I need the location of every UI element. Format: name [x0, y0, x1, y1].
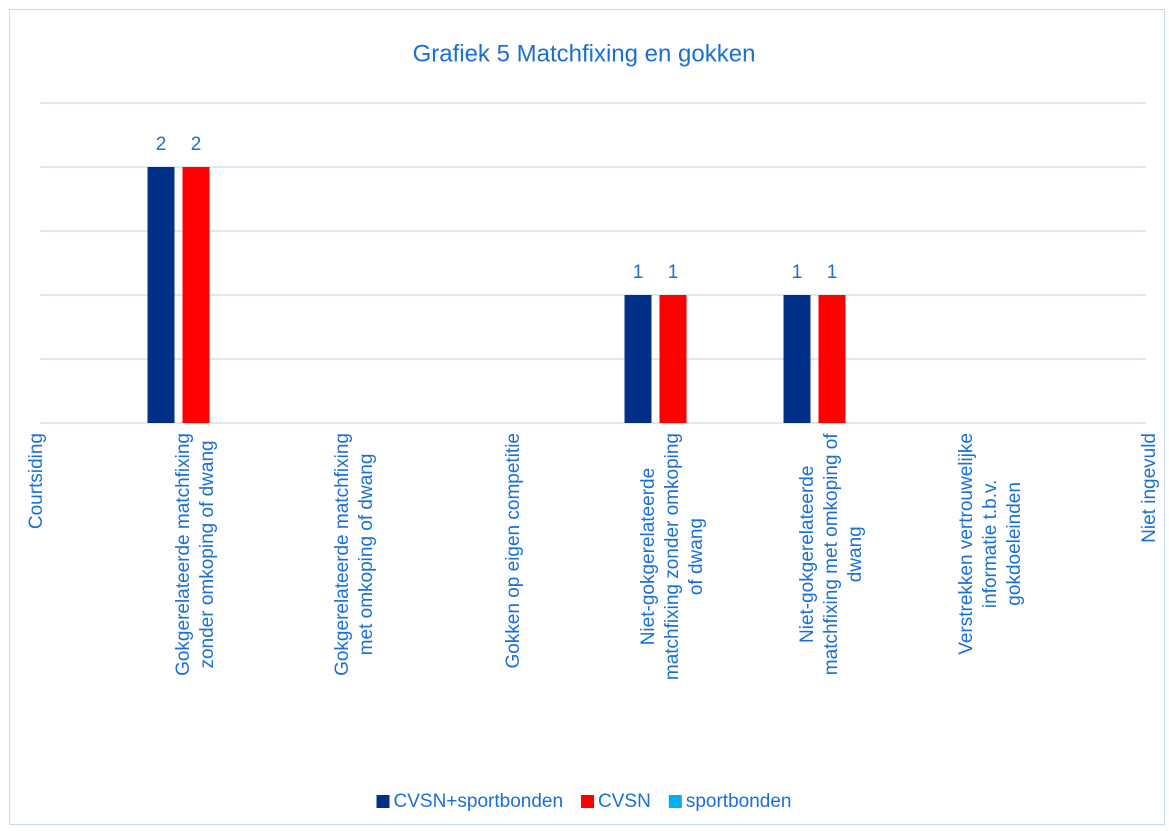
label-line: dwang	[845, 526, 866, 582]
data-label: 1	[792, 262, 803, 283]
x-tick-label: Gokgerelateerde matchfixing met omkoping …	[332, 433, 377, 676]
legend-swatch	[668, 795, 682, 808]
bar	[624, 295, 652, 423]
label-line: Niet-gokgerelateerde	[797, 466, 818, 643]
data-label: 1	[827, 262, 838, 283]
x-tick-label: Niet-gokgerelateerde matchfixing zonder o…	[638, 433, 707, 680]
chart-title: Grafiek 5 Matchfixing en gokken	[413, 40, 756, 67]
bar	[659, 295, 687, 423]
label-line: Courtsiding	[26, 433, 47, 529]
legend-swatch	[376, 795, 390, 808]
x-tick-label: Niet ingevuld	[1139, 433, 1160, 543]
label-line: Gokken op eigen competitie	[503, 433, 524, 669]
bar	[147, 167, 175, 423]
data-label: 1	[668, 262, 679, 283]
bar	[818, 295, 846, 423]
label-line: informatie t.b.v.	[980, 480, 1001, 608]
data-label: 1	[633, 262, 644, 283]
label-line: zonder omkoping of dwang	[197, 440, 218, 668]
data-label: 2	[156, 134, 167, 155]
legend-swatch	[581, 795, 595, 808]
label-line: gokdoeleinden	[1004, 482, 1025, 606]
legend-label: CVSN+sportbonden	[394, 791, 564, 812]
label-line: Verstrekken vertrouwelijke	[956, 433, 977, 655]
x-tick-label: Courtsiding	[26, 433, 47, 529]
legend-label: sportbonden	[686, 791, 792, 812]
label-line: matchfixing zonder omkoping	[662, 433, 683, 680]
bar	[182, 167, 210, 423]
label-line: Gokgerelateerde matchfixing	[332, 433, 353, 676]
x-tick-label: Niet-gokgerelateerde matchfixing met omko…	[797, 433, 866, 676]
label-line: Gokgerelateerde matchfixing	[173, 433, 194, 676]
x-tick-label: Verstrekken vertrouwelijke informatie t.b…	[956, 433, 1025, 655]
legend: CVSN+sportbonden CVSN sportbonden	[376, 791, 792, 812]
x-tick-label: Gokken op eigen competitie	[503, 433, 524, 669]
x-tick-label: Gokgerelateerde matchfixing zonder omkopi…	[173, 433, 218, 676]
data-label: 2	[191, 134, 202, 155]
label-line: Niet-gokgerelateerde	[638, 468, 659, 645]
legend-label: CVSN	[598, 791, 651, 812]
label-line: matchfixing met omkoping of	[821, 433, 842, 676]
label-line: of dwang	[686, 518, 707, 595]
label-line: met omkoping of dwang	[356, 454, 377, 656]
label-line: Niet ingevuld	[1139, 433, 1160, 543]
bar	[783, 295, 811, 423]
